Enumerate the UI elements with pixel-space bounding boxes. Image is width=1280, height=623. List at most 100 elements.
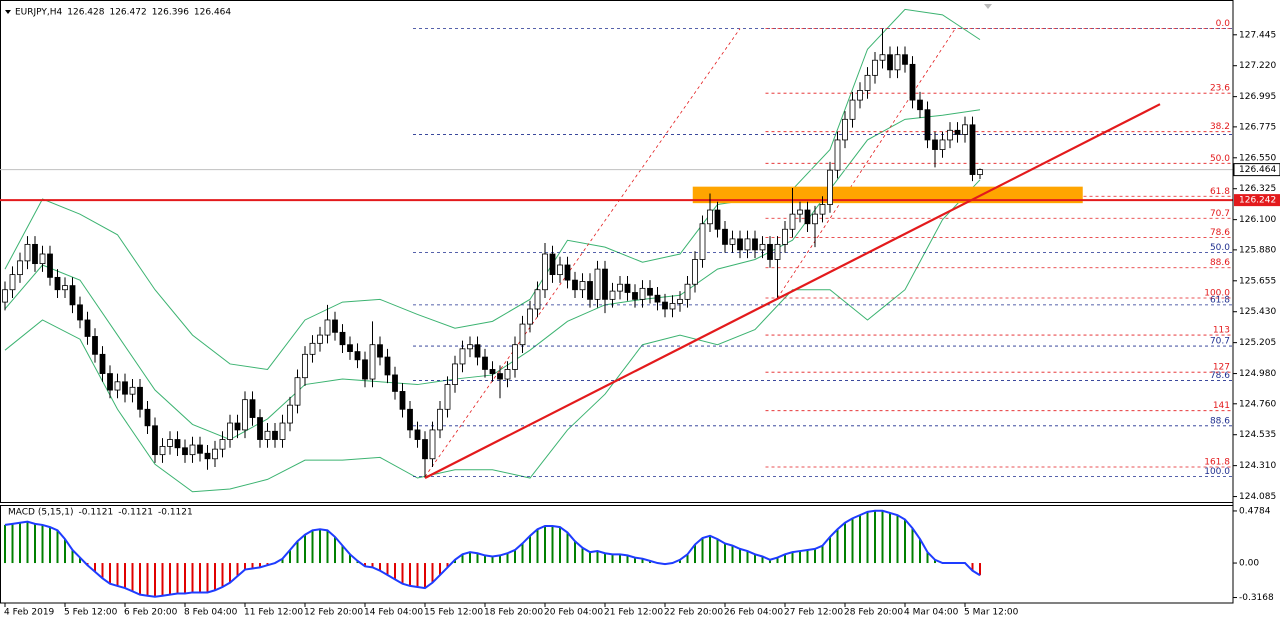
fib-label: 100.0: [1204, 288, 1230, 298]
candle-body: [534, 289, 541, 310]
candle-body: [902, 54, 908, 65]
candle-body: [309, 342, 316, 355]
candle-body: [857, 90, 863, 101]
candle-body: [17, 260, 23, 276]
y-tick-label: 127.220: [1239, 61, 1276, 71]
x-tick-label: 20 Feb 04:00: [544, 608, 603, 618]
y-tick-label: 125.430: [1239, 307, 1276, 317]
fib-label: 61.8: [1210, 187, 1230, 197]
candle-body: [264, 430, 271, 440]
candle-body: [714, 209, 721, 230]
candle-body: [887, 54, 893, 71]
candle-body: [969, 124, 976, 175]
y-tick-label: 126.550: [1239, 153, 1276, 163]
y-tick-label: 124.085: [1239, 492, 1276, 502]
candle-body: [954, 129, 961, 135]
x-tick-label: 5 Feb 12:00: [64, 608, 118, 618]
fib-label: 100.0: [1204, 467, 1230, 477]
candle-body: [489, 369, 496, 374]
candle-body: [797, 209, 803, 215]
band-lower: [4, 179, 981, 493]
candle-body: [842, 118, 848, 141]
candle-body: [789, 213, 796, 230]
candle-body: [864, 74, 871, 91]
fib-label: 50.0: [1210, 243, 1230, 253]
candle-body: [272, 430, 278, 440]
macd-line: [4, 509, 981, 598]
candle-body: [182, 447, 188, 456]
fib-label: 127: [1213, 363, 1230, 373]
candle-body: [759, 243, 766, 251]
x-tick-label: 12 Feb 20:00: [304, 608, 363, 618]
candle-body: [504, 369, 511, 380]
candle-body: [122, 381, 128, 395]
candle-body: [497, 373, 503, 380]
fib-label: 141: [1213, 401, 1230, 411]
candle-body: [669, 303, 676, 310]
candle-body: [474, 344, 481, 358]
candle-body: [774, 243, 781, 260]
candle-body: [92, 336, 98, 355]
candle-body: [9, 274, 16, 291]
candle-body: [549, 253, 556, 276]
candle-body: [804, 209, 811, 225]
candle-body: [2, 289, 8, 303]
y-tick-label: 126.775: [1239, 122, 1276, 132]
menu-arrow[interactable]: [5, 10, 11, 14]
candle-body: [279, 422, 286, 440]
x-tick-label: 11 Feb 12:00: [244, 608, 303, 618]
low-value: 126.396: [152, 8, 189, 18]
candle-body: [767, 243, 773, 260]
candle-body: [324, 319, 331, 336]
candle-body: [662, 301, 668, 310]
candle-body: [557, 264, 563, 276]
candle-body: [227, 422, 233, 440]
candle-body: [212, 448, 218, 460]
open-value: 126.428: [67, 8, 104, 18]
candle-body: [54, 276, 61, 291]
candle-body: [692, 259, 698, 285]
candle-body: [257, 417, 263, 440]
candle-body: [924, 109, 931, 141]
shift-marker[interactable]: [984, 4, 992, 9]
candle-body: [564, 264, 571, 281]
support-zone: [692, 186, 1083, 204]
candle-body: [204, 452, 211, 460]
candle-body: [677, 298, 683, 304]
macd-signal-value: -0.1121: [118, 508, 153, 518]
candle-body: [174, 439, 181, 449]
x-tick-label: 5 Mar 12:00: [964, 608, 1019, 618]
candle-body: [107, 373, 113, 391]
candle-body: [234, 422, 241, 431]
y-tick-label: 125.205: [1239, 338, 1276, 348]
candle-body: [452, 363, 458, 385]
x-tick-label: 28 Feb 20:00: [844, 608, 903, 618]
fib-label: 88.6: [1210, 416, 1230, 426]
candle-body: [429, 429, 436, 460]
x-tick-label: 22 Feb 20:00: [664, 608, 723, 618]
candle-body: [399, 391, 406, 410]
fib-label: 61.8: [1210, 295, 1230, 305]
candle-body: [647, 287, 653, 296]
x-tick-label: 21 Feb 12:00: [604, 608, 663, 618]
fib-label: 78.6: [1210, 228, 1230, 238]
candle-body: [744, 238, 751, 251]
candle-body: [527, 308, 533, 325]
fib-label: 78.6: [1210, 371, 1230, 381]
macd-y-tick-label: 0.00: [1239, 559, 1259, 569]
candle-body: [62, 285, 68, 291]
current-price-box: [1233, 163, 1280, 177]
candle-body: [894, 54, 901, 71]
candle-body: [909, 63, 916, 101]
x-tick-label: 26 Feb 04:00: [724, 608, 783, 618]
candle-body: [32, 243, 38, 265]
candle-body: [197, 444, 203, 454]
candle-body: [782, 228, 788, 245]
candle-body: [482, 356, 488, 370]
candle-body: [812, 213, 818, 225]
candle-body: [977, 169, 983, 175]
candle-body: [369, 344, 376, 380]
macd-title: MACD (5,15,1): [8, 508, 74, 518]
candle-body: [542, 253, 548, 291]
candle-body: [947, 129, 953, 141]
